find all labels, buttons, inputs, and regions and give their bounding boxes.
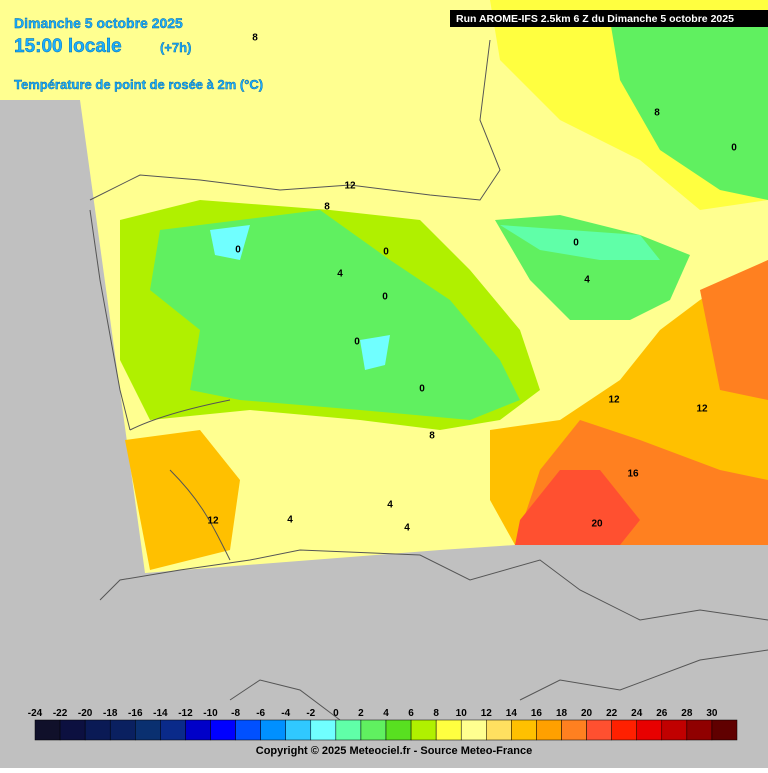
- zone-orange: [125, 430, 240, 570]
- contour-label: 12: [696, 404, 708, 415]
- time: 15:00 locale: [14, 36, 122, 57]
- contour-label: 4: [287, 515, 293, 526]
- legend-swatch: [235, 719, 261, 741]
- zone-cyan: [500, 225, 660, 260]
- contour-label: 12: [344, 181, 356, 192]
- legend-tick-label: 8: [433, 708, 439, 719]
- legend-tick-label: -24: [28, 708, 43, 719]
- zone-green: [150, 210, 520, 420]
- run-info: Run AROME-IFS 2.5km 6 Z du Dimanche 5 oc…: [456, 13, 734, 25]
- zone-darkorange: [700, 260, 768, 400]
- zone-red: [515, 470, 640, 545]
- legend-tick-label: 6: [408, 708, 414, 719]
- legend-tick-label: 28: [681, 708, 693, 719]
- copyright: Copyright © 2025 Meteociel.fr - Source M…: [256, 745, 532, 757]
- contour-label: 8: [429, 431, 435, 442]
- legend-tick-label: 26: [656, 708, 668, 719]
- legend-tick-label: -10: [203, 708, 218, 719]
- legend-swatch: [636, 719, 663, 741]
- contour-label: 0: [383, 247, 389, 258]
- legend-tick-label: -4: [281, 708, 290, 719]
- legend-swatch: [135, 719, 161, 741]
- legend-tick-label: 2: [358, 708, 364, 719]
- legend-swatch: [109, 719, 136, 741]
- legend-swatch: [160, 719, 186, 741]
- legend-tick-label: 12: [481, 708, 493, 719]
- offset: (+7h): [160, 40, 191, 55]
- contour-label: 0: [731, 143, 737, 154]
- legend-tick-label: 18: [556, 708, 568, 719]
- legend-tick-label: 22: [606, 708, 618, 719]
- legend-tick-label: 30: [706, 708, 718, 719]
- legend-swatch: [536, 719, 562, 741]
- legend-tick-label: -20: [78, 708, 93, 719]
- contour-label: 0: [354, 337, 360, 348]
- legend-swatch: [210, 719, 236, 741]
- legend-swatch: [185, 719, 211, 741]
- coastline: [89, 39, 768, 721]
- contour-label: 0: [235, 245, 241, 256]
- legend-swatch: [661, 719, 688, 741]
- legend-swatch: [335, 719, 362, 741]
- zone-green: [610, 20, 768, 200]
- zone-cyan: [360, 335, 390, 370]
- legend-tick-label: 24: [631, 708, 643, 719]
- legend-swatch: [385, 719, 412, 741]
- legend-swatch: [59, 719, 86, 741]
- legend-tick-label: -6: [256, 708, 265, 719]
- legend-swatch: [435, 719, 462, 741]
- contour-label: 0: [419, 384, 425, 395]
- legend-swatch: [310, 719, 337, 741]
- contour-label: 12: [608, 395, 620, 406]
- legend-swatch: [511, 719, 537, 741]
- legend-tick-label: 20: [581, 708, 593, 719]
- legend-swatch: [711, 719, 738, 741]
- legend-swatch: [561, 719, 587, 741]
- legend-tick-label: 0: [333, 708, 339, 719]
- legend-swatch: [34, 719, 61, 741]
- contour-label: 4: [387, 500, 393, 511]
- legend-tick-label: -2: [306, 708, 315, 719]
- date: Dimanche 5 octobre 2025: [14, 15, 183, 31]
- legend-swatch: [285, 719, 312, 741]
- contour-label: 0: [382, 292, 388, 303]
- contour-label: 16: [627, 469, 639, 480]
- contour-label: 4: [584, 275, 590, 286]
- contour-label: 8: [324, 202, 330, 213]
- legend-tick-label: -22: [53, 708, 68, 719]
- legend-swatch: [586, 719, 612, 741]
- legend-swatch: [260, 719, 286, 741]
- contour-label: 20: [591, 519, 603, 530]
- legend-tick-label: -18: [103, 708, 118, 719]
- legend-swatch: [84, 719, 111, 741]
- zone-cyan: [210, 225, 250, 260]
- contour-label: 8: [654, 108, 660, 119]
- run-banner: [450, 10, 768, 27]
- legend-swatch: [686, 719, 713, 741]
- legend-tick-label: -16: [128, 708, 143, 719]
- legend-swatch: [360, 719, 387, 741]
- legend-tick-label: -14: [153, 708, 168, 719]
- legend-tick-label: -8: [231, 708, 240, 719]
- legend-tick-label: 16: [531, 708, 543, 719]
- contour-label: 12: [207, 516, 219, 527]
- legend-swatch: [410, 719, 437, 741]
- contour-label: 0: [573, 238, 579, 249]
- legend-tick-label: 14: [506, 708, 518, 719]
- contour-label: 4: [404, 523, 410, 534]
- legend-swatch: [611, 719, 637, 741]
- legend-tick-label: 4: [383, 708, 389, 719]
- parameter: Température de point de rosée à 2m (°C): [14, 77, 263, 92]
- contour-label: 8: [252, 33, 258, 44]
- legend-swatch: [460, 719, 487, 741]
- contour-label: 4: [337, 269, 343, 280]
- legend-tick-label: 10: [456, 708, 468, 719]
- legend-tick-label: -12: [178, 708, 193, 719]
- legend-swatch: [486, 719, 512, 741]
- border: [89, 209, 231, 561]
